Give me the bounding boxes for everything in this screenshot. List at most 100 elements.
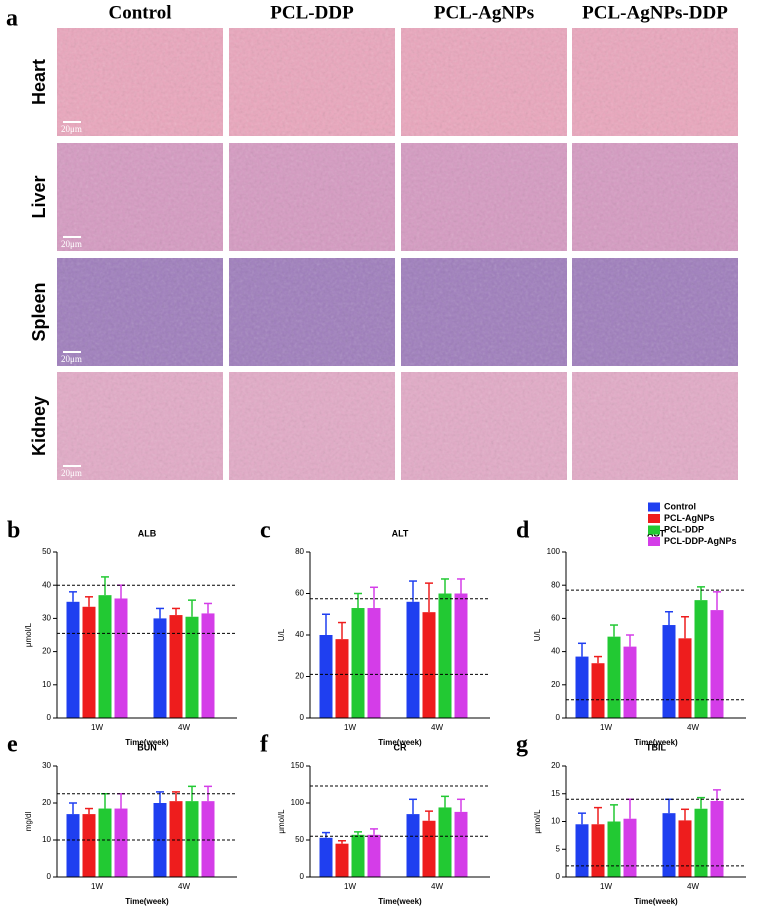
bar bbox=[367, 834, 381, 877]
bar bbox=[66, 601, 80, 718]
legend-label: PCL-AgNPs bbox=[664, 513, 715, 523]
y-tick-label: 0 bbox=[47, 872, 52, 881]
y-tick-label: 15 bbox=[551, 789, 560, 798]
bar bbox=[710, 800, 724, 877]
x-tick-label: 1W bbox=[91, 723, 103, 732]
tissue-texture bbox=[401, 372, 567, 480]
y-tick-label: 50 bbox=[295, 835, 304, 844]
y-tick-label: 20 bbox=[551, 680, 560, 689]
scale-bar-label: 20μm bbox=[61, 354, 82, 364]
bar bbox=[662, 813, 676, 877]
bar bbox=[98, 808, 112, 877]
bar bbox=[351, 834, 365, 877]
bar bbox=[82, 814, 96, 877]
y-axis-label: U/L bbox=[277, 628, 286, 641]
chart-title: CR bbox=[394, 742, 407, 752]
chart-title: TBIL bbox=[646, 742, 666, 752]
y-axis-label: μmol/L bbox=[533, 809, 542, 834]
tissue-texture bbox=[401, 28, 567, 136]
panel-label: f bbox=[260, 732, 269, 758]
scale-bar-label: 20μm bbox=[61, 239, 82, 249]
y-axis-label: μmol/L bbox=[277, 809, 286, 834]
bar bbox=[422, 612, 436, 718]
y-tick-label: 20 bbox=[295, 672, 304, 681]
bar bbox=[319, 837, 333, 877]
y-tick-label: 0 bbox=[300, 713, 305, 722]
bar bbox=[591, 663, 605, 718]
bar bbox=[185, 801, 199, 877]
x-tick-label: 4W bbox=[431, 882, 443, 891]
x-tick-label: 4W bbox=[178, 723, 190, 732]
tissue-texture bbox=[229, 28, 395, 136]
bar bbox=[319, 635, 333, 718]
y-axis-label: mg/dl bbox=[24, 811, 33, 831]
legend-label: Control bbox=[664, 501, 696, 511]
y-tick-label: 100 bbox=[291, 798, 305, 807]
bar bbox=[351, 608, 365, 718]
y-tick-label: 0 bbox=[556, 713, 561, 722]
panel-label: b bbox=[7, 518, 20, 544]
bar bbox=[575, 656, 589, 718]
bar bbox=[367, 608, 381, 718]
y-tick-label: 0 bbox=[300, 872, 305, 881]
column-header: Control bbox=[109, 2, 172, 23]
bar bbox=[710, 610, 724, 718]
tissue-texture bbox=[57, 258, 223, 366]
bar bbox=[694, 600, 708, 718]
y-axis-label: U/L bbox=[533, 628, 542, 641]
bar bbox=[623, 818, 637, 877]
panel-label: e bbox=[7, 732, 18, 758]
scale-bar-label: 20μm bbox=[61, 468, 82, 478]
tissue-texture bbox=[57, 143, 223, 251]
y-axis-label: μmol/L bbox=[24, 622, 33, 647]
tissue-texture bbox=[401, 143, 567, 251]
row-label: Heart bbox=[29, 59, 49, 105]
tissue-texture bbox=[57, 28, 223, 136]
x-tick-label: 4W bbox=[687, 723, 699, 732]
legend-swatch bbox=[648, 537, 660, 546]
row-label: Kidney bbox=[29, 396, 49, 456]
bar bbox=[66, 814, 80, 877]
bar bbox=[406, 814, 420, 877]
legend-label: PCL-DDP bbox=[664, 524, 704, 534]
bar bbox=[82, 606, 96, 718]
y-tick-label: 20 bbox=[42, 798, 51, 807]
tissue-texture bbox=[572, 258, 738, 366]
y-tick-label: 150 bbox=[291, 761, 305, 770]
x-tick-label: 1W bbox=[91, 882, 103, 891]
y-tick-label: 10 bbox=[42, 680, 51, 689]
bar bbox=[335, 639, 349, 718]
tissue-texture bbox=[572, 28, 738, 136]
x-tick-label: 1W bbox=[600, 882, 612, 891]
row-label: Liver bbox=[29, 175, 49, 218]
y-tick-label: 40 bbox=[551, 647, 560, 656]
tissue-texture bbox=[229, 372, 395, 480]
bar bbox=[114, 808, 128, 877]
x-tick-label: 1W bbox=[344, 882, 356, 891]
y-tick-label: 60 bbox=[295, 589, 304, 598]
bar bbox=[607, 636, 621, 718]
bar bbox=[454, 811, 468, 877]
x-tick-label: 1W bbox=[344, 723, 356, 732]
row-label: Spleen bbox=[29, 282, 49, 341]
bar bbox=[422, 820, 436, 877]
bar bbox=[185, 616, 199, 718]
x-axis-label: Time(week) bbox=[125, 738, 169, 747]
y-tick-label: 50 bbox=[42, 547, 51, 556]
bar bbox=[662, 625, 676, 718]
x-tick-label: 1W bbox=[600, 723, 612, 732]
y-tick-label: 100 bbox=[547, 547, 561, 556]
x-tick-label: 4W bbox=[431, 723, 443, 732]
column-header: PCL-AgNPs bbox=[434, 2, 534, 23]
panel-label: c bbox=[260, 518, 271, 544]
bar bbox=[169, 801, 183, 877]
bar bbox=[623, 646, 637, 718]
legend-label: PCL-DDP-AgNPs bbox=[664, 536, 737, 546]
y-tick-label: 10 bbox=[551, 817, 560, 826]
y-tick-label: 80 bbox=[295, 547, 304, 556]
chart-title: ALT bbox=[392, 528, 409, 538]
bar bbox=[114, 598, 128, 718]
bar bbox=[591, 824, 605, 877]
bar bbox=[335, 843, 349, 877]
